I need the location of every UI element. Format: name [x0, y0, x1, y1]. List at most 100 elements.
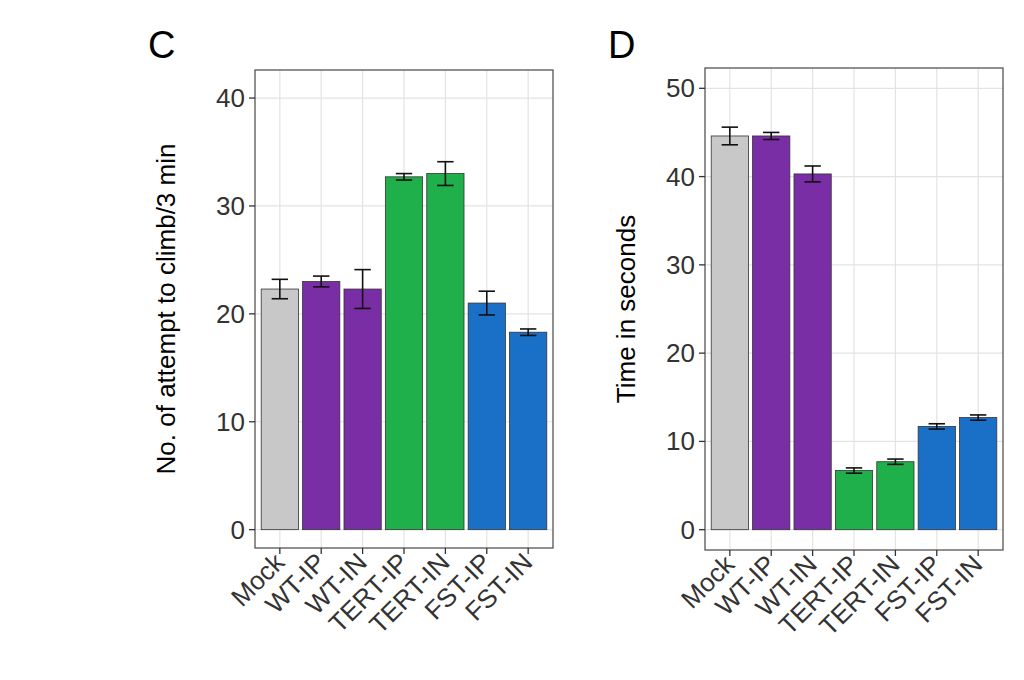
x-tick — [936, 550, 937, 556]
bar — [711, 136, 748, 530]
y-tick — [249, 529, 255, 530]
error-cap — [929, 428, 945, 430]
x-tick — [812, 550, 813, 556]
marks — [261, 162, 547, 530]
x-tick — [853, 550, 854, 556]
y-tick — [699, 88, 705, 89]
plot-frame — [255, 70, 553, 548]
error-cap — [763, 139, 779, 141]
bar — [427, 174, 464, 530]
error-stem — [403, 174, 405, 180]
y-tick-label: 10 — [666, 426, 695, 456]
y-tick-label: 0 — [681, 515, 695, 545]
y-tick-label: 20 — [216, 299, 245, 329]
x-tick — [279, 548, 280, 554]
y-tick — [699, 529, 705, 530]
y-axis-label: No. of attempt to climb/3 min — [151, 144, 181, 475]
error-cap — [929, 423, 945, 425]
x-tick — [445, 548, 446, 554]
x-tick — [362, 548, 363, 554]
error-bar — [520, 329, 536, 335]
bar — [510, 332, 547, 529]
panel: D01020304050MockWT-IPWT-INTERT-IPTERT-IN… — [608, 24, 1003, 641]
x-tick — [321, 548, 322, 554]
error-stem — [362, 270, 364, 309]
error-cap — [520, 335, 536, 337]
error-stem — [279, 279, 281, 298]
y-tick — [249, 205, 255, 206]
marks — [711, 127, 997, 530]
error-bar — [479, 291, 495, 315]
error-cap — [437, 161, 453, 163]
error-stem — [320, 276, 322, 287]
bar — [794, 174, 831, 530]
error-stem — [770, 132, 772, 139]
bar — [835, 471, 872, 530]
error-cap — [846, 467, 862, 469]
error-stem — [729, 127, 731, 145]
bar — [877, 462, 914, 530]
error-cap — [887, 458, 903, 460]
error-bar — [313, 276, 329, 287]
error-cap — [804, 165, 820, 167]
error-bar — [846, 468, 862, 473]
error-cap — [970, 419, 986, 421]
y-tick-label: 40 — [216, 83, 245, 113]
error-cap — [763, 132, 779, 134]
bar — [468, 303, 505, 530]
error-bar — [437, 162, 453, 186]
error-cap — [396, 179, 412, 181]
panel-label: D — [608, 24, 635, 66]
error-cap — [479, 314, 495, 316]
y-tick — [249, 421, 255, 422]
bar — [261, 289, 298, 530]
error-cap — [804, 181, 820, 183]
y-tick — [249, 313, 255, 314]
error-bar — [354, 270, 370, 309]
error-cap — [479, 290, 495, 292]
y-tick-label: 30 — [216, 191, 245, 221]
x-tick — [895, 550, 896, 556]
bar — [385, 177, 422, 530]
bar — [303, 281, 340, 529]
panel: C010203040MockWT-IPWT-INTERT-IPTERT-INFS… — [148, 24, 553, 639]
bar — [753, 136, 790, 530]
y-tick-label: 20 — [666, 338, 695, 368]
error-bar — [887, 459, 903, 464]
y-axis-label: Time in seconds — [611, 215, 641, 403]
x-tick — [486, 548, 487, 554]
y-tick-label: 40 — [666, 162, 695, 192]
error-bar — [804, 166, 820, 182]
x-tick — [403, 548, 404, 554]
error-stem — [486, 291, 488, 315]
error-cap — [396, 173, 412, 175]
x-tick — [729, 550, 730, 556]
error-cap — [354, 269, 370, 271]
error-bar — [970, 415, 986, 420]
error-stem — [445, 162, 447, 186]
error-bar — [722, 127, 738, 145]
y-tick — [249, 97, 255, 98]
error-cap — [887, 464, 903, 466]
error-cap — [272, 298, 288, 300]
error-cap — [437, 185, 453, 187]
x-tick — [978, 550, 979, 556]
x-tick-label: FST-IN — [909, 549, 988, 628]
error-cap — [722, 144, 738, 146]
error-cap — [846, 472, 862, 474]
error-bar — [396, 174, 412, 180]
error-bar — [929, 424, 945, 429]
error-cap — [520, 328, 536, 330]
error-cap — [354, 308, 370, 310]
bar — [960, 418, 997, 530]
y-tick-label: 0 — [231, 515, 245, 545]
y-tick — [699, 352, 705, 353]
panel-label: C — [148, 24, 175, 66]
bar — [918, 426, 955, 529]
x-tick — [771, 550, 772, 556]
x-tick — [528, 548, 529, 554]
error-cap — [722, 126, 738, 128]
bar — [344, 289, 381, 530]
error-cap — [272, 279, 288, 281]
figure: C010203040MockWT-IPWT-INTERT-IPTERT-INFS… — [0, 0, 1024, 680]
